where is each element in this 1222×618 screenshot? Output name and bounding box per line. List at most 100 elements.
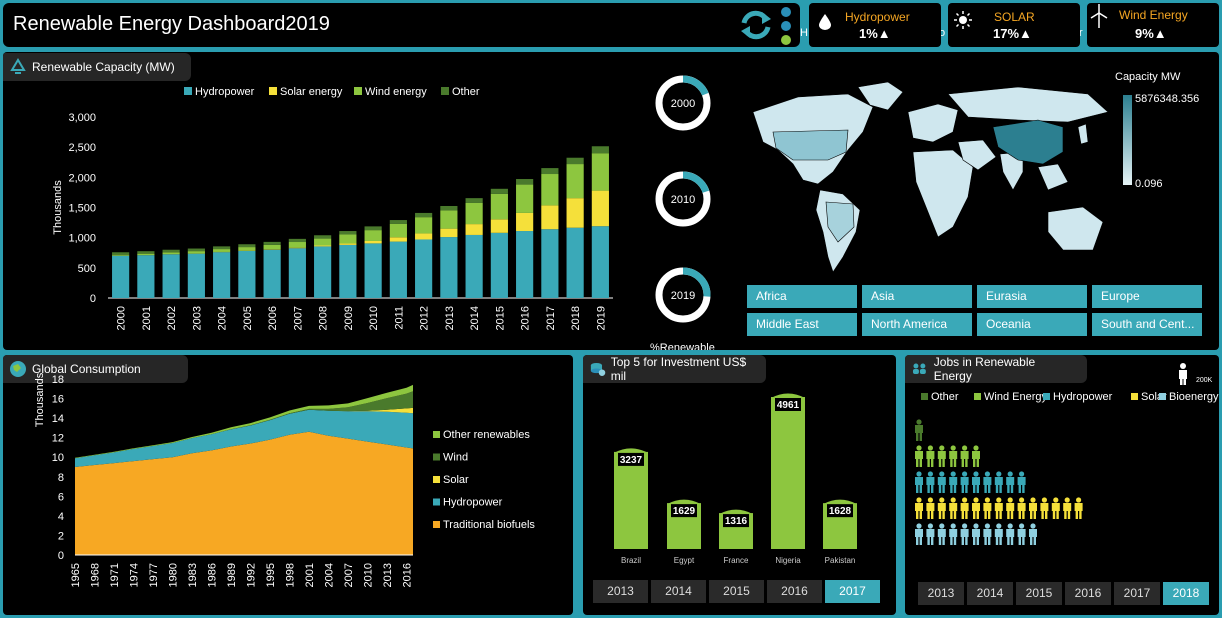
region-eurasia[interactable]: Eurasia	[977, 285, 1087, 308]
jobs-title-bar: Jobs in Renewable Energy	[905, 355, 1087, 383]
kpi-value: 1%▲	[859, 26, 891, 41]
bar-segment	[566, 164, 584, 199]
y-tick-label: 2,000	[68, 172, 96, 184]
bar-segment	[187, 248, 205, 252]
jobs-year-2014[interactable]: 2014	[967, 582, 1013, 605]
person-icon	[1029, 523, 1037, 545]
refresh-icon[interactable]	[738, 9, 774, 41]
investment-value: 1628	[829, 506, 852, 517]
person-icon	[1017, 471, 1026, 493]
y-tick-label: 6	[58, 491, 64, 503]
x-tick-label: 2018	[570, 306, 582, 330]
person-icon	[960, 445, 969, 467]
bar-segment	[263, 249, 281, 298]
region-oceania[interactable]: Oceania	[977, 313, 1087, 336]
hidden-label-fragment-2: o	[939, 27, 946, 39]
invest-year-2015[interactable]: 2015	[709, 580, 764, 603]
region-europe[interactable]: Europe	[1092, 285, 1202, 308]
legend-label: Other	[452, 86, 480, 98]
region-africa[interactable]: Africa	[747, 285, 857, 308]
person-icon	[915, 523, 923, 545]
x-tick-label: 2010	[368, 306, 380, 330]
kpi-card-solar[interactable]: SOLAR 17%▲	[948, 3, 1080, 47]
jobs-year-2015[interactable]: 2015	[1016, 582, 1062, 605]
jobs-year-2016[interactable]: 2016	[1065, 582, 1111, 605]
person-icon	[915, 419, 923, 441]
bar-segment	[112, 255, 130, 298]
investment-bar-cap	[667, 499, 701, 505]
kpi-card-hydropower[interactable]: Hydropower 1%▲	[809, 3, 941, 47]
investment-value-box	[827, 504, 853, 518]
bar-segment	[137, 251, 155, 254]
map-southeast-asia	[1037, 163, 1069, 191]
x-tick-label: 1998	[285, 563, 297, 587]
invest-year-2013[interactable]: 2013	[593, 580, 648, 603]
y-tick-label: 18	[52, 374, 64, 386]
x-tick-label: 2007	[292, 306, 304, 330]
person-icon	[1006, 523, 1015, 545]
person-icon	[994, 497, 1003, 519]
bar-segment	[314, 238, 332, 246]
invest-year-2017[interactable]: 2017	[825, 580, 880, 603]
person-icon	[937, 523, 946, 545]
region-asia[interactable]: Asia	[862, 285, 972, 308]
y-tick-label: 10	[52, 452, 64, 464]
recycle-icon	[10, 58, 26, 74]
legend-swatch	[433, 521, 440, 528]
x-tick-label: 2005	[242, 306, 254, 330]
x-tick-label: 2008	[318, 306, 330, 330]
y-tick-label: 0	[90, 293, 96, 305]
legend-swatch	[433, 476, 440, 483]
people-icon	[912, 363, 926, 374]
x-tick-label: 1992	[246, 563, 258, 587]
bar-segment	[314, 245, 332, 247]
world-map[interactable]	[738, 72, 1118, 282]
nav-dot-2	[781, 21, 791, 31]
investment-country: Brazil	[621, 556, 641, 565]
nav-dots[interactable]	[779, 6, 793, 46]
x-tick-label: 2019	[595, 306, 607, 330]
x-tick-label: 1974	[129, 563, 141, 587]
bar-segment	[339, 234, 357, 244]
person-icon	[972, 523, 980, 545]
bar-segment	[415, 233, 433, 240]
bar-segment	[415, 239, 433, 298]
x-tick-label: 2007	[343, 563, 355, 587]
person-icon	[972, 471, 980, 493]
invest-year-2016[interactable]: 2016	[767, 580, 822, 603]
x-tick-label: 2010	[363, 563, 375, 587]
region-north-america[interactable]: North America	[862, 313, 972, 336]
kpi-card-wind[interactable]: Wind Energy 9%▲	[1087, 3, 1219, 47]
investment-bar-cap	[614, 448, 648, 453]
map-legend-min: 0.096	[1135, 178, 1163, 190]
y-tick-label: 3,000	[68, 112, 96, 124]
map-russia	[947, 86, 1109, 123]
map-japan	[1077, 123, 1089, 145]
bar-segment	[238, 247, 256, 251]
person-icon	[926, 445, 935, 467]
dashboard-title: Renewable Energy Dashboard2019	[13, 13, 330, 35]
investment-value-box	[618, 452, 644, 466]
jobs-year-2017[interactable]: 2017	[1114, 582, 1160, 605]
bar-segment	[541, 174, 559, 206]
bar-segment	[389, 237, 407, 242]
bar-segment	[263, 241, 281, 245]
jobs-scale-label: 200K	[1196, 377, 1213, 384]
kpi-label: Wind Energy	[1119, 8, 1188, 22]
bar-segment	[112, 254, 130, 256]
invest-year-2014[interactable]: 2014	[651, 580, 706, 603]
jobs-year-2018[interactable]: 2018	[1163, 582, 1209, 605]
bar-segment	[440, 237, 458, 298]
y-tick-label: 0	[58, 550, 64, 562]
person-scale-icon	[1179, 363, 1187, 385]
bar-segment	[288, 238, 306, 243]
region-middle-east[interactable]: Middle East	[747, 313, 857, 336]
y-axis-label: Thousands	[52, 180, 64, 235]
legend-label: Bioenergy	[1169, 391, 1219, 403]
region-south-central-america[interactable]: South and Cent...	[1092, 313, 1202, 336]
map-legend-title: Capacity MW	[1115, 71, 1181, 83]
y-tick-label: 1,500	[68, 203, 96, 215]
donut-fill	[655, 267, 711, 323]
jobs-year-2013[interactable]: 2013	[918, 582, 964, 605]
map-africa	[912, 149, 974, 238]
